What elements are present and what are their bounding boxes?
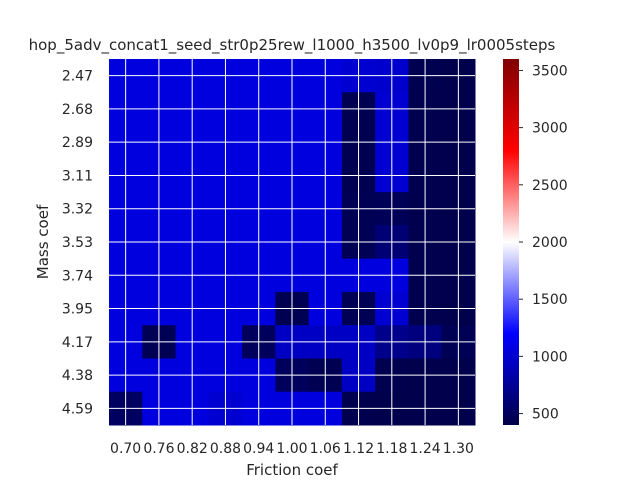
y-tick-label: 3.95: [62, 302, 93, 318]
x-tick-label: 1.18: [376, 441, 407, 457]
y-tick-label: 4.38: [62, 368, 93, 384]
grid-lines: [109, 59, 475, 425]
y-tick-label: 4.17: [62, 335, 93, 351]
x-tick-label: 1.24: [410, 441, 441, 457]
x-axis-ticks: 0.70 0.76 0.82 0.88 0.94 1.00 1.06 1.12 1.18 1.24…: [110, 441, 474, 457]
y-axis-ticks: 2.47 2.68 2.89 3.11 3.32 3.53 3.74 3.95 4.17 4.38…: [62, 69, 93, 418]
colorbar-tick-label: 2000: [532, 235, 568, 251]
x-tick-label: 0.76: [143, 441, 174, 457]
y-tick-label: 2.47: [62, 69, 93, 85]
colorbar: [503, 59, 519, 425]
x-tick-label: 1.00: [276, 441, 307, 457]
y-tick-label: 3.32: [62, 202, 93, 218]
x-tick-label: 0.82: [177, 441, 208, 457]
x-tick-label: 1.12: [343, 441, 374, 457]
colorbar-tick-label: 3000: [532, 121, 568, 137]
colorbar-tick-label: 2500: [532, 178, 568, 194]
y-tick-label: 3.11: [62, 168, 93, 184]
x-tick-label: 1.06: [310, 441, 341, 457]
y-tick-label: 2.68: [62, 102, 93, 118]
colorbar-tick-label: 1500: [532, 292, 568, 308]
colorbar-tick-label: 500: [532, 407, 559, 423]
y-tick-label: 3.53: [62, 235, 93, 251]
x-tick-label: 1.30: [443, 441, 474, 457]
colorbar-ticks: 500 1000 1500 2000 2500 3000 3500: [519, 63, 568, 423]
x-tick-label: 0.88: [210, 441, 241, 457]
colorbar-tick-label: 3500: [532, 63, 568, 79]
y-axis-label: Mass coef: [34, 204, 52, 279]
x-tick-label: 0.94: [243, 441, 274, 457]
y-tick-label: 4.59: [62, 401, 93, 417]
x-tick-label: 0.70: [110, 441, 141, 457]
y-tick-label: 2.89: [62, 135, 93, 151]
colorbar-tick-label: 1000: [532, 349, 568, 365]
chart-title: hop_5adv_concat1_seed_str0p25rew_l1000_h…: [29, 36, 556, 55]
x-axis-label: Friction coef: [246, 461, 338, 479]
y-tick-label: 3.74: [62, 268, 93, 284]
